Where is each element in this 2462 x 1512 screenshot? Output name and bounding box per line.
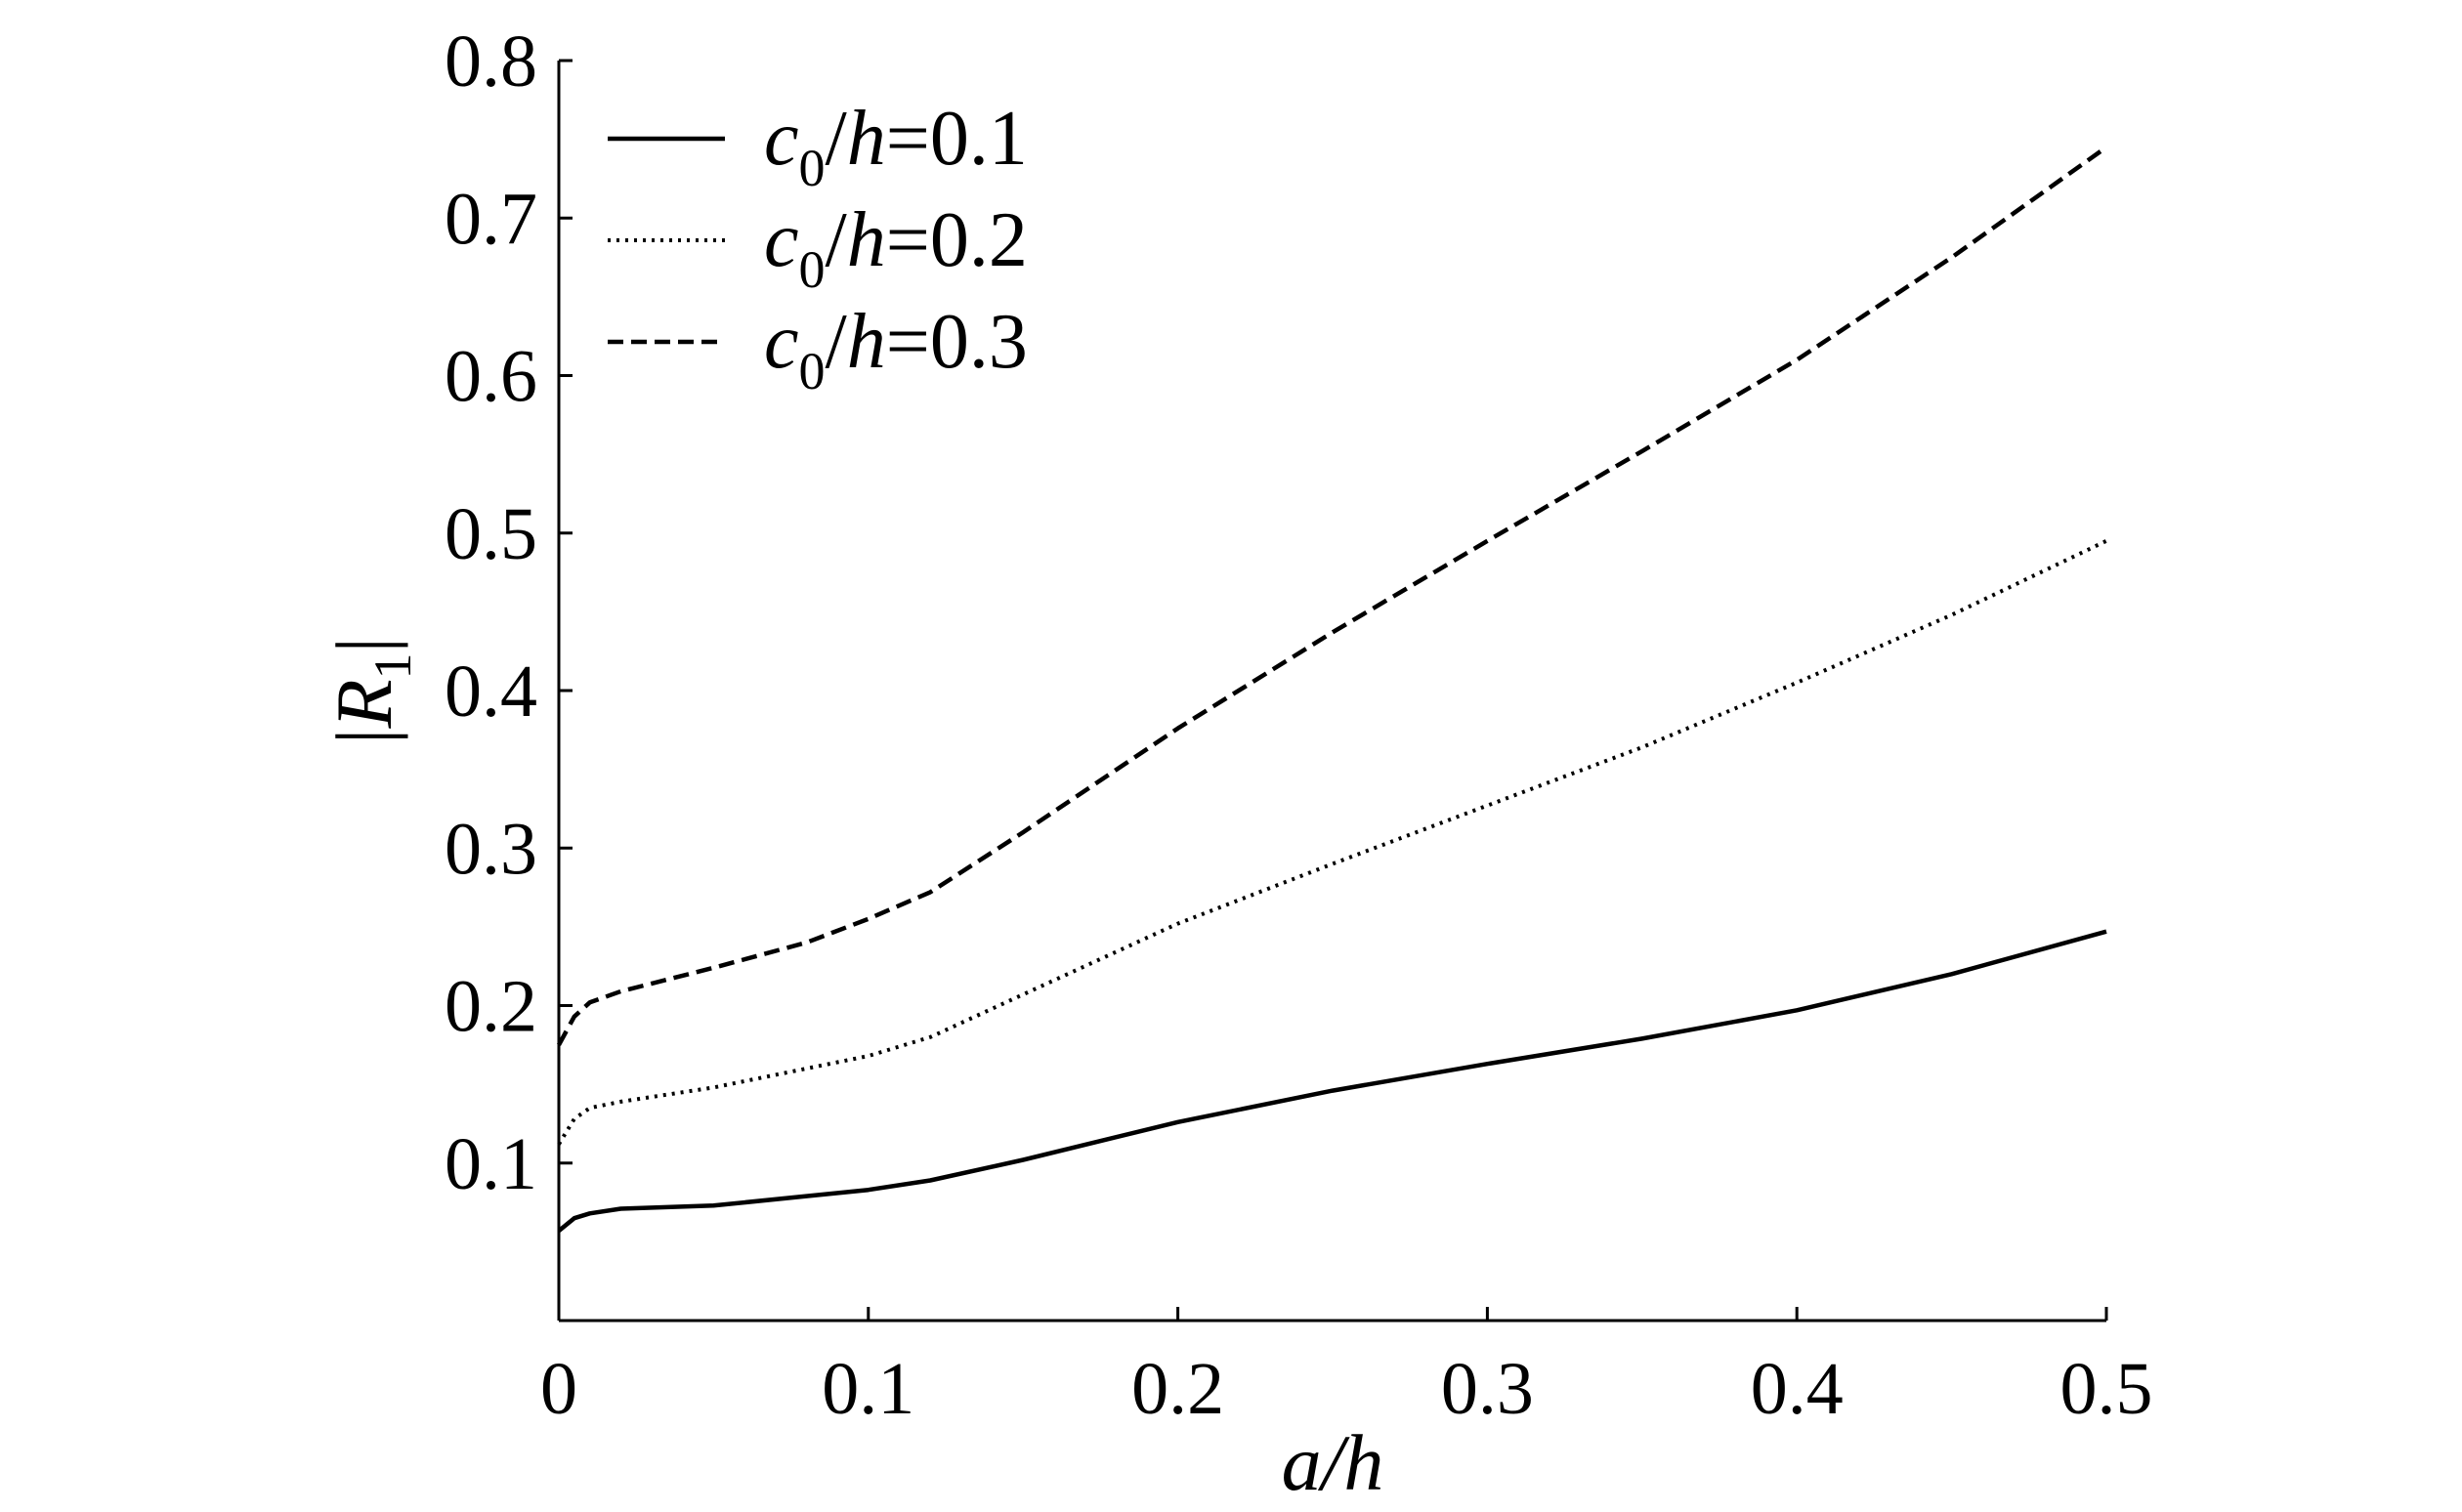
x-tick-label: 0.5 [2060, 1348, 2153, 1430]
plot-area [557, 145, 2108, 1233]
series-line-2 [557, 538, 2107, 1146]
y-axis-label: |R1| [319, 637, 422, 744]
y-tick-label: 0.7 [445, 178, 537, 260]
x-tick-label: 0.1 [822, 1348, 914, 1430]
y-tick-label: 0.5 [445, 493, 537, 575]
legend-label-3: c0/h=0.3 [764, 299, 1028, 400]
x-tick-label: 0 [540, 1348, 577, 1430]
legend-label-2: c0/h=0.2 [764, 197, 1028, 299]
y-tick-label: 0.4 [445, 651, 537, 733]
series-line-3 [557, 145, 2108, 1046]
legend: c0/h=0.1c0/h=0.2c0/h=0.3 [608, 96, 1028, 400]
y-tick-label: 0.6 [445, 336, 537, 418]
x-tick-label: 0.3 [1441, 1348, 1534, 1430]
y-tick-label: 0.2 [445, 966, 537, 1048]
series-line-1 [557, 929, 2107, 1233]
y-tick-label: 0.3 [445, 808, 537, 890]
axis-labels: a/h |R1| [319, 637, 1383, 1507]
x-tick-label: 0.4 [1751, 1348, 1844, 1430]
y-tick-label: 0.1 [445, 1123, 537, 1205]
legend-label-1: c0/h=0.1 [764, 96, 1028, 197]
axes: 0 0.1 0.2 0.3 0.4 0.5 0.1 0.2 0.3 0.4 0.5 0.6 0.7 0.8 [445, 21, 2153, 1430]
x-tick-label: 0.2 [1131, 1348, 1224, 1430]
x-axis-label: a/h [1282, 1418, 1384, 1507]
y-tick-label: 0.8 [445, 21, 537, 103]
